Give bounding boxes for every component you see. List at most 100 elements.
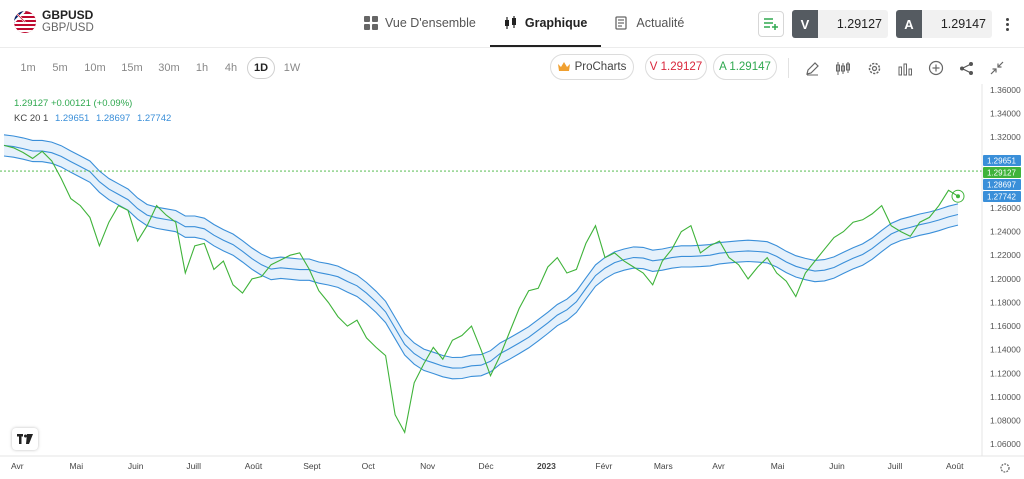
price-axis-label-box [983,167,1021,178]
price-axis-label: 1.28697 [987,181,1016,190]
crown-icon [557,62,570,71]
tradingview-logo-icon[interactable] [12,428,38,450]
y-tick-label: 1.14000 [990,345,1021,355]
axis-settings-icon [1000,463,1010,473]
legend-kc: KC 20 1 1.29651 1.28697 1.27742 [14,111,175,126]
timeframe-4h[interactable]: 4h [224,62,238,74]
sell-quote-button[interactable]: V 1.29127 [792,10,888,38]
price-axis-label: 1.27742 [987,193,1016,202]
y-tick-label: 1.16000 [990,321,1021,331]
legend-kc-mid: 1.28697 [95,113,131,124]
price-chart[interactable]: 1.360001.340001.320001.300001.280001.260… [0,84,1024,479]
x-tick-label: Avr [11,461,24,471]
x-tick-label: Août [245,461,263,471]
y-tick-label: 1.20000 [990,274,1021,284]
quote-area: V 1.29127 A 1.29147 [758,10,1014,38]
collapse-icon[interactable] [986,57,1008,79]
x-tick-label: Mai [771,461,785,471]
main-nav: Vue D'ensemble Graphique Actualité [350,0,698,48]
price-line [3,144,959,435]
y-tick-label: 1.08000 [990,416,1021,426]
timeframe-15m[interactable]: 15m [121,62,143,74]
x-tick-label: Mars [654,461,673,471]
procharts-label: ProCharts [574,61,627,73]
y-tick-label: 1.12000 [990,368,1021,378]
timeframe-1d[interactable]: 1D [247,57,275,79]
last-point-dot [956,194,960,199]
x-tick-label: Juill [888,461,903,471]
add-icon[interactable] [925,57,947,79]
timeframe-1m[interactable]: 1m [20,62,36,74]
sell-price: 1.29127 [818,10,888,38]
chart-toolbar: 1m 5m 10m 15m 30m 1h 4h 1D 1W ProCharts … [0,52,1024,84]
symbol-name: GBPUSD [42,8,94,22]
y-tick-label: 1.24000 [990,227,1021,237]
x-tick-label: Nov [420,461,436,471]
keltner-channel [3,134,959,380]
legend-price: 1.29127 +0.00121 (+0.09%) [14,98,133,109]
watchlist-button[interactable] [758,11,784,37]
timeframe-1h[interactable]: 1h [195,62,209,74]
price-axis-label-box [983,179,1021,190]
timeframe-30m[interactable]: 30m [158,62,180,74]
x-tick-label: 2023 [537,461,556,471]
procharts-button[interactable]: ProCharts [550,54,634,80]
tab-chart[interactable]: Graphique [489,0,602,47]
watchlist-add-icon [764,18,778,30]
x-tick-label: Déc [479,461,495,471]
legend-kc-label: KC 20 1 [14,113,49,124]
price-axis-label: 1.29651 [987,157,1016,166]
header: GBPUSD GBP/USD Vue D'ensemble Graphique [0,0,1024,48]
buy-quote-button[interactable]: A 1.29147 [896,10,992,38]
buy-pill-button[interactable]: A 1.29147 [713,54,777,80]
price-axis-label-box [983,155,1021,166]
x-tick-label: Sept [303,461,321,471]
overview-grid-icon [364,16,378,30]
tab-overview-label: Vue D'ensemble [385,16,476,30]
kc-mid-line [3,144,959,369]
price-series [0,144,982,435]
share-icon[interactable] [955,57,977,79]
buy-tag: A [896,10,922,38]
candle-type-icon[interactable] [832,57,854,79]
y-tick-label: 1.36000 [990,85,1021,95]
tab-chart-label: Graphique [524,15,588,30]
tab-overview[interactable]: Vue D'ensemble [350,0,490,46]
x-tick-label: Juin [128,461,144,471]
indicators-icon[interactable] [894,57,916,79]
last-point-ring [951,189,965,203]
legend-kc-upper: 1.29651 [54,113,90,124]
sell-tag: V [792,10,818,38]
y-tick-label: 1.22000 [990,250,1021,260]
kc-lower-line [3,155,959,380]
chart-legend: 1.29127 +0.00121 (+0.09%) KC 20 1 1.2965… [14,96,175,126]
x-tick-label: Mai [69,461,83,471]
x-tick-label: Avr [712,461,725,471]
gear-icon[interactable] [863,57,885,79]
y-tick-label: 1.10000 [990,392,1021,402]
tab-news[interactable]: Actualité [601,0,698,46]
x-tick-label: Juin [829,461,845,471]
x-tick-label: Juill [186,461,201,471]
legend-kc-lower: 1.27742 [136,113,172,124]
y-tick-label: 1.18000 [990,297,1021,307]
symbol-info[interactable]: GBPUSD GBP/USD [14,9,94,35]
price-axis-label-box [983,191,1021,202]
y-tick-label: 1.34000 [990,109,1021,119]
sell-pill-button[interactable]: V 1.29127 [645,54,707,80]
kc-upper-line [3,134,959,359]
timeframe-1w[interactable]: 1W [283,62,301,74]
price-axis-label: 1.29127 [987,169,1016,178]
y-tick-label: 1.06000 [990,439,1021,449]
timeframe-10m[interactable]: 10m [84,62,106,74]
y-tick-label: 1.26000 [990,203,1021,213]
buy-price: 1.29147 [922,10,992,38]
x-tick-label: Oct [362,461,376,471]
more-menu-icon[interactable] [1000,11,1014,37]
y-tick-label: 1.32000 [990,132,1021,142]
x-tick-label: Févr [595,461,612,471]
news-icon [615,16,628,30]
pencil-icon[interactable] [801,57,823,79]
x-tick-label: Août [946,461,964,471]
timeframe-5m[interactable]: 5m [52,62,68,74]
